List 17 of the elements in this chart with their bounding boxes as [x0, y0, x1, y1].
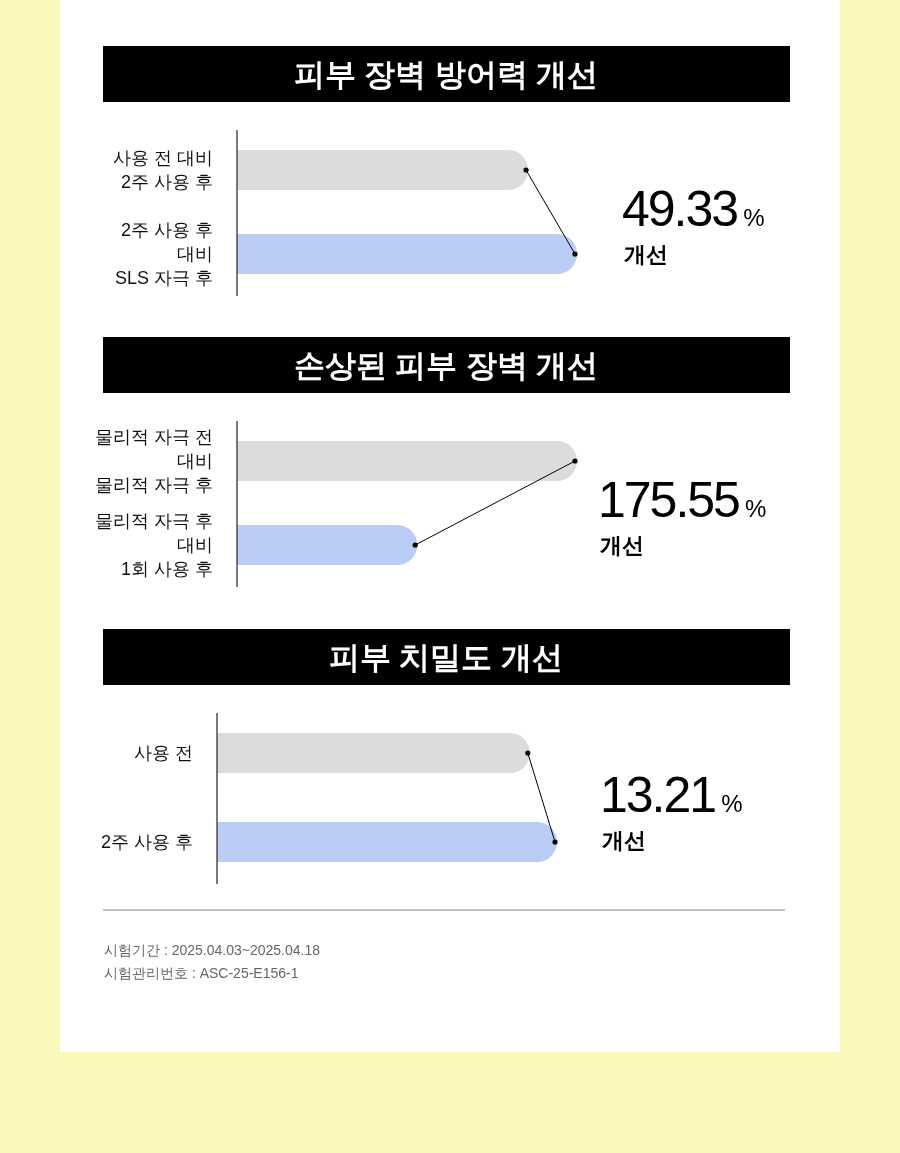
text: 시험관리번호 : ASC-25-E156-1 — [104, 965, 299, 981]
text: 개선 — [602, 827, 646, 853]
text: 13.21% — [600, 766, 743, 823]
y-tick-label: 사용 전 대비 2주 사용 후 — [112, 148, 213, 192]
text: 개선 — [600, 533, 644, 558]
y-tick-label: 물리적 자극 후 대비 1회 사용 후 — [94, 511, 213, 579]
chart-title: 손상된 피부 장벽 개선 — [293, 347, 599, 383]
y-tick-label: 2주 사용 후 — [100, 832, 193, 852]
y-tick-label: 2주 사용 후 대비 SLS 자극 후 — [114, 220, 213, 288]
y-tick-label: 사용 전 — [133, 743, 193, 763]
text: 49.33% — [622, 181, 765, 237]
text: 개선 — [624, 242, 668, 267]
chart-title: 피부 치밀도 개선 — [328, 639, 564, 675]
text: 175.55% — [598, 472, 767, 528]
text: 시험기간 : 2025.04.03~2025.04.18 — [104, 942, 321, 958]
chart-title: 피부 장벽 방어력 개선 — [293, 56, 599, 92]
y-tick-label: 물리적 자극 전 대비 물리적 자극 후 — [94, 427, 213, 495]
